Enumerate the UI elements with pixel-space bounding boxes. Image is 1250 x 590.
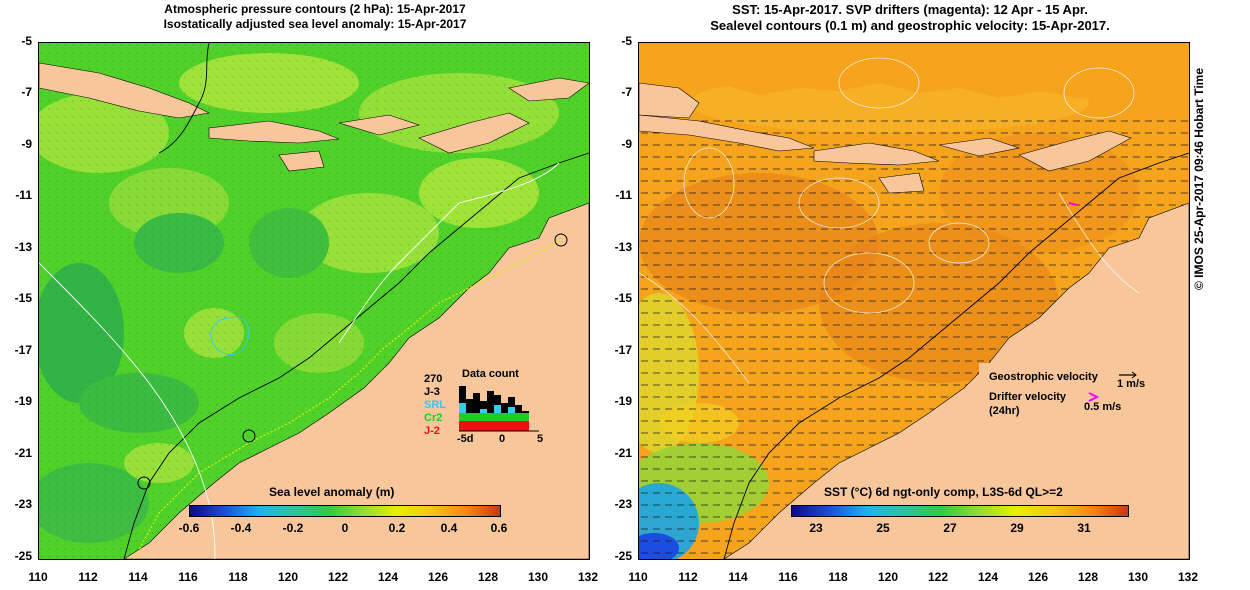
drifter-velocity-label: Drifter velocity — [989, 391, 1067, 403]
right-xtick-6: 122 — [927, 570, 949, 584]
right-ytick-2: -9 — [621, 137, 632, 151]
left-xtick-4: 118 — [228, 570, 248, 584]
drifter-velocity-scale: 0.5 m/s — [1084, 401, 1122, 413]
right-xtick-5: 120 — [877, 570, 899, 584]
left-ytick-0: -5 — [21, 34, 32, 48]
sea-level-anomaly-map: Data count 270 J-3 SRL Cr2 J-2 -5d 0 5 S… — [38, 42, 590, 560]
right-ytick-6: -17 — [614, 343, 632, 357]
data-count-histogram — [459, 386, 539, 432]
data-count-x-right: 5 — [537, 433, 544, 445]
right-xtick-10: 130 — [1127, 570, 1149, 584]
imos-credit: © IMOS 25-Apr-2017 09:46 Hobart Time — [1192, 67, 1206, 290]
left-xtick-2: 114 — [128, 570, 148, 584]
left-xtick-1: 112 — [78, 570, 98, 584]
right-ytick-0: -5 — [621, 34, 632, 48]
left-title-line2: Isostatically adjusted sea level anomaly… — [163, 17, 467, 31]
right-xtick-8: 126 — [1027, 570, 1049, 584]
sst-cbar-label-4: 31 — [1077, 521, 1091, 535]
right-xtick-4: 118 — [828, 570, 848, 584]
geostrophic-velocity-label: Geostrophic velocity — [989, 371, 1098, 383]
sst-cbar-label-0: 23 — [809, 521, 823, 535]
sst-land — [639, 43, 1189, 559]
mission-label-cr2: Cr2 — [424, 412, 443, 424]
right-xtick-11: 132 — [1177, 570, 1199, 584]
sla-cbar-label-4: 0.2 — [388, 521, 406, 535]
sla-land — [39, 62, 589, 559]
sla-cbar-label-3: 0 — [341, 521, 349, 535]
geostrophic-velocity-scale: 1 m/s — [1117, 378, 1146, 390]
data-count-x-left: -5d — [457, 433, 474, 445]
left-xtick-7: 124 — [377, 570, 399, 584]
drifter-scale-arrow — [1088, 392, 1100, 402]
sla-white-contours — [39, 162, 560, 559]
sla-cbar-label-1: -0.4 — [230, 521, 252, 535]
right-xtick-3: 116 — [778, 570, 798, 584]
right-title-line2: Sealevel contours (0.1 m) and geostrophi… — [710, 18, 1110, 33]
sla-map-graphic — [39, 43, 589, 559]
left-xtick-5: 120 — [277, 570, 299, 584]
left-xtick-6: 122 — [327, 570, 349, 584]
sst-map: Geostrophic velocity 1 m/s Drifter veloc… — [638, 42, 1190, 560]
left-ytick-10: -25 — [14, 549, 32, 563]
sla-colorbar-title: Sea level anomaly (m) — [269, 485, 395, 499]
sla-cbar-label-2: -0.2 — [282, 521, 304, 535]
right-ytick-5: -15 — [614, 291, 632, 305]
right-ytick-1: -7 — [621, 85, 632, 99]
data-count-max: 270 — [424, 373, 443, 385]
left-ytick-2: -9 — [21, 137, 32, 151]
left-xtick-9: 128 — [477, 570, 499, 584]
right-ytick-4: -13 — [614, 240, 632, 254]
left-ytick-7: -19 — [14, 394, 32, 408]
right-xtick-9: 128 — [1077, 570, 1099, 584]
left-map-title: Atmospheric pressure contours (2 hPa): 1… — [40, 2, 590, 32]
left-xtick-0: 110 — [28, 570, 48, 584]
sla-colorbar — [189, 505, 501, 517]
sla-cbar-label-0: -0.6 — [178, 521, 200, 535]
sst-colorbar — [791, 505, 1129, 517]
left-title-line1: Atmospheric pressure contours (2 hPa): 1… — [164, 2, 466, 16]
pressure-contours — [123, 43, 589, 559]
sst-cbar-label-1: 25 — [876, 521, 890, 535]
left-ytick-3: -11 — [15, 188, 32, 202]
mission-label-j2: J-2 — [424, 425, 440, 437]
sst-cbar-label-3: 29 — [1010, 521, 1024, 535]
right-title-line1: SST: 15-Apr-2017. SVP drifters (magenta)… — [732, 2, 1088, 17]
data-count-title: Data count — [462, 368, 519, 380]
mission-label-j3: J-3 — [424, 386, 440, 398]
left-xtick-11: 132 — [577, 570, 599, 584]
right-xtick-2: 114 — [728, 570, 748, 584]
sla-cbar-label-5: 0.4 — [440, 521, 458, 535]
sst-cbar-label-2: 27 — [943, 521, 957, 535]
right-xtick-1: 112 — [678, 570, 698, 584]
right-xtick-0: 110 — [628, 570, 648, 584]
left-ytick-8: -21 — [14, 446, 32, 460]
right-xtick-7: 124 — [977, 570, 999, 584]
sst-bathymetry — [723, 152, 1189, 559]
legend-backdrop — [979, 363, 1179, 423]
sst-map-graphic — [639, 43, 1189, 559]
right-ytick-9: -23 — [614, 497, 632, 511]
right-map-title: SST: 15-Apr-2017. SVP drifters (magenta)… — [630, 2, 1190, 34]
drifter-track — [1068, 202, 1078, 206]
left-ytick-5: -15 — [14, 291, 32, 305]
sla-cbar-label-6: 0.6 — [490, 521, 508, 535]
mission-label-srl: SRL — [424, 399, 446, 411]
altimeter-track — [133, 237, 565, 559]
right-ytick-8: -21 — [614, 446, 632, 460]
drifter-velocity-sub: (24hr) — [989, 405, 1020, 417]
left-xtick-3: 116 — [178, 570, 198, 584]
left-xtick-10: 130 — [527, 570, 549, 584]
right-ytick-3: -11 — [615, 188, 632, 202]
left-ytick-6: -17 — [14, 343, 32, 357]
data-count-x-mid: 0 — [499, 433, 506, 445]
right-ytick-10: -25 — [614, 549, 632, 563]
sst-colorbar-title: SST (°C) 6d ngt-only comp, L3S-6d QL>=2 — [824, 485, 1063, 499]
left-xtick-8: 126 — [427, 570, 449, 584]
right-ytick-7: -19 — [614, 394, 632, 408]
left-ytick-4: -13 — [14, 240, 32, 254]
sealevel-contours — [639, 57, 1140, 384]
left-ytick-1: -7 — [21, 85, 32, 99]
left-ytick-9: -23 — [14, 497, 32, 511]
